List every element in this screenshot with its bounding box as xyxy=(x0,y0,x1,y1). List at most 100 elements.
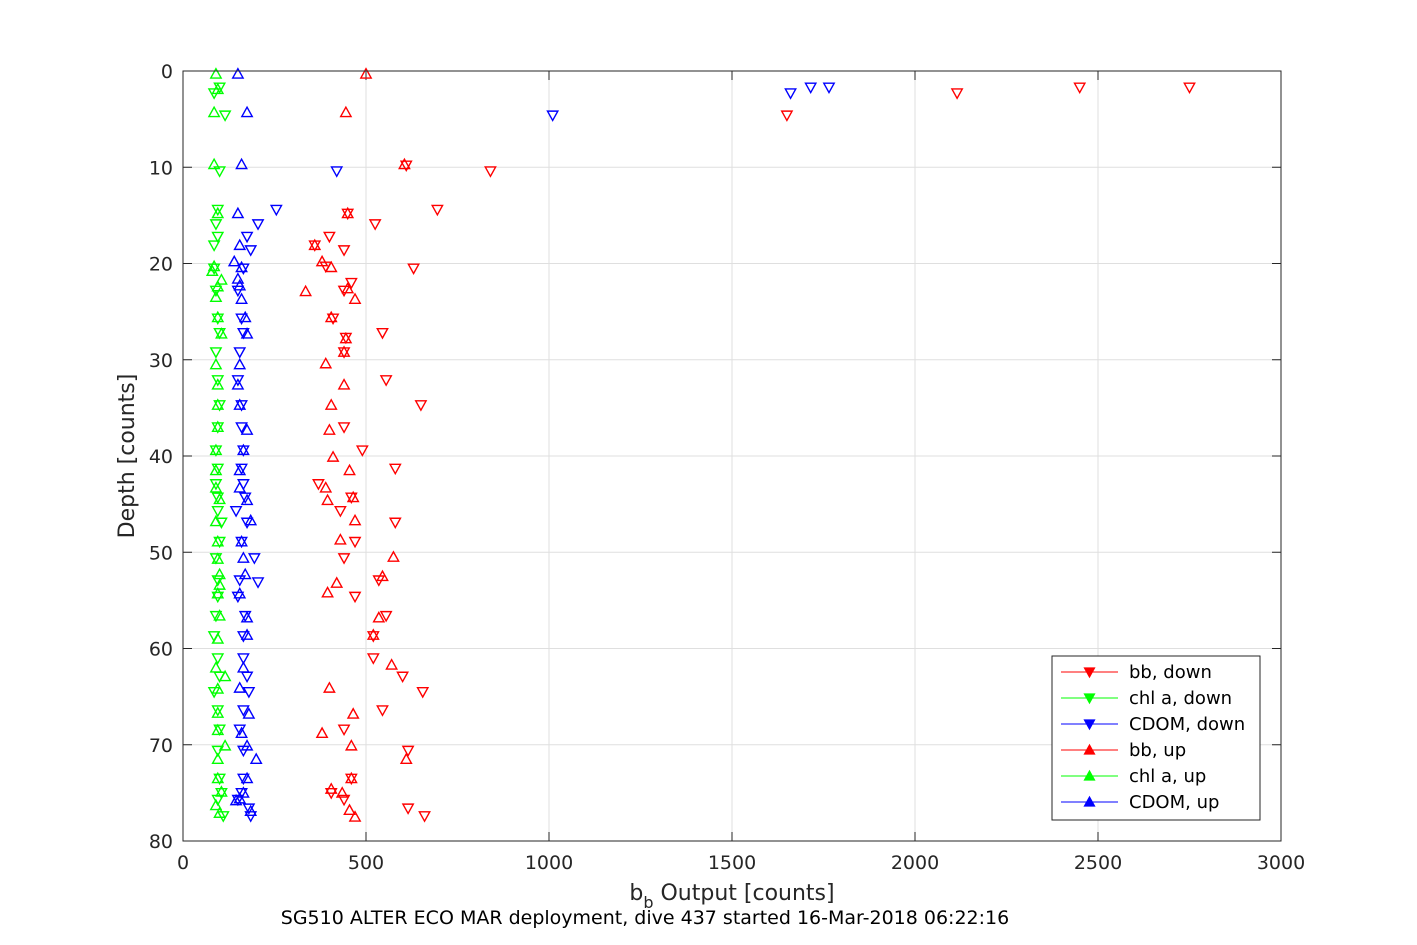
data-point xyxy=(211,653,225,665)
plot-frame xyxy=(182,70,1282,842)
data-point xyxy=(321,493,334,506)
x-tick-label: 2500 xyxy=(1074,852,1122,874)
data-point xyxy=(319,356,333,369)
data-point xyxy=(238,492,252,505)
data-point xyxy=(211,535,225,547)
data-point xyxy=(211,771,225,784)
data-point xyxy=(233,481,247,493)
data-point xyxy=(344,277,358,290)
data-point xyxy=(209,443,223,456)
data-point xyxy=(209,219,223,231)
x-tick-label: 1000 xyxy=(525,852,573,874)
series-3 xyxy=(299,67,413,822)
data-point xyxy=(484,166,497,178)
data-point xyxy=(213,400,226,412)
data-point xyxy=(209,357,223,370)
data-point xyxy=(213,82,226,95)
data-point xyxy=(368,219,382,231)
data-point xyxy=(233,586,247,599)
legend-box xyxy=(1051,655,1261,821)
x-axis-label: bb Output [counts] xyxy=(629,881,834,912)
data-point xyxy=(211,82,225,95)
data-point xyxy=(822,82,836,95)
legend-entry-label: chl a, up xyxy=(1129,766,1206,787)
data-point xyxy=(215,327,228,339)
data-point xyxy=(231,285,245,298)
data-points xyxy=(205,67,1196,823)
data-point xyxy=(416,686,430,699)
data-point xyxy=(209,481,223,493)
data-point xyxy=(366,631,380,643)
data-point xyxy=(213,609,226,621)
data-point xyxy=(235,292,248,304)
y-tick-label: 80 xyxy=(149,831,173,853)
data-point xyxy=(407,263,420,275)
data-point xyxy=(213,773,226,786)
data-point xyxy=(209,479,223,491)
data-point xyxy=(337,245,351,257)
data-point xyxy=(229,506,243,518)
data-point xyxy=(238,610,252,623)
data-point xyxy=(244,513,258,526)
data-point xyxy=(209,290,223,303)
data-point xyxy=(418,811,431,823)
data-point xyxy=(211,723,225,736)
data-point xyxy=(348,591,362,604)
data-point xyxy=(213,536,226,549)
data-point xyxy=(209,347,223,359)
data-point xyxy=(229,793,243,806)
data-point xyxy=(244,811,258,823)
legend-entry-label: bb, down xyxy=(1129,662,1212,683)
data-point xyxy=(242,707,256,719)
data-point xyxy=(344,771,358,784)
data-point xyxy=(235,157,248,170)
data-point xyxy=(209,67,223,79)
data-point xyxy=(335,786,349,798)
data-point xyxy=(233,575,247,587)
data-point xyxy=(205,264,219,277)
data-point xyxy=(546,110,560,122)
data-point xyxy=(209,553,223,565)
data-point xyxy=(213,166,226,178)
data-point xyxy=(355,445,369,457)
data-point xyxy=(211,279,225,292)
data-point xyxy=(213,327,226,340)
legend-marker xyxy=(1083,795,1096,807)
data-point xyxy=(233,347,247,359)
data-point xyxy=(337,285,351,298)
data-point xyxy=(1073,82,1087,95)
data-point xyxy=(209,798,223,811)
data-point xyxy=(207,105,221,118)
data-point xyxy=(211,313,225,326)
data-point xyxy=(240,611,254,623)
x-axis-label-rest: Output [counts] xyxy=(654,881,835,906)
data-point xyxy=(326,450,340,462)
data-point xyxy=(348,536,362,549)
data-point xyxy=(337,553,351,565)
data-point xyxy=(233,792,247,804)
data-point xyxy=(240,423,254,435)
data-point xyxy=(240,628,254,640)
data-point xyxy=(337,724,351,736)
data-point xyxy=(247,553,261,565)
data-point xyxy=(211,310,225,323)
data-point xyxy=(233,398,247,410)
data-point xyxy=(211,231,225,244)
data-point xyxy=(315,254,329,267)
data-point xyxy=(207,240,221,252)
data-point xyxy=(240,327,254,339)
legend-entry-label: CDOM, down xyxy=(1129,714,1245,735)
data-point xyxy=(211,204,225,217)
data-point xyxy=(235,313,248,326)
data-point xyxy=(312,479,325,491)
data-point xyxy=(323,423,336,435)
data-point xyxy=(376,569,389,582)
data-point xyxy=(269,204,283,217)
data-point xyxy=(348,810,362,822)
data-point xyxy=(784,88,797,100)
data-point xyxy=(213,578,226,590)
data-point xyxy=(385,658,399,670)
data-point xyxy=(333,506,347,518)
data-point xyxy=(235,422,248,434)
